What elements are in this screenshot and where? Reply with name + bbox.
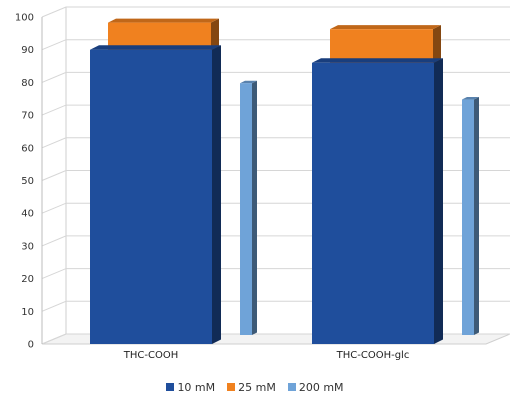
bar-side	[434, 58, 443, 344]
bar-side	[212, 45, 221, 344]
legend-item: 25 mM	[227, 381, 276, 394]
bar-front	[462, 99, 474, 335]
bar	[90, 45, 221, 344]
y-tick-label: 0	[28, 340, 34, 351]
y-tick-label: 40	[21, 209, 34, 220]
bar-top	[462, 97, 479, 100]
bar-side	[252, 80, 257, 336]
bar-front	[90, 49, 212, 344]
y-tick-label: 50	[21, 176, 34, 187]
legend-label: 25 mM	[238, 380, 276, 394]
legend: 10 mM 25 mM 200 mM	[0, 380, 510, 394]
y-tick-label: 30	[21, 241, 34, 252]
y-axis: 0 10 20 30 40 50 60 70 80 90 100	[15, 13, 43, 351]
y-tick-label: 10	[21, 307, 34, 318]
bar-top	[312, 58, 443, 63]
legend-label: 200 mM	[298, 380, 344, 394]
y-tick-label: 80	[21, 78, 34, 89]
bar	[462, 97, 479, 335]
bars	[90, 18, 479, 344]
y-tick-label: 100	[15, 13, 34, 24]
bar	[312, 58, 443, 344]
legend-label: 10 mM	[177, 380, 216, 394]
bar	[240, 80, 257, 336]
y-tick-label: 60	[21, 143, 34, 154]
gridline	[41, 6, 510, 18]
bar-side	[474, 97, 479, 335]
bar-top	[330, 25, 441, 30]
legend-swatch	[287, 383, 296, 391]
legend-item: 10 mM	[166, 381, 215, 394]
x-axis: THC-COOH THC-COOH-glc	[123, 350, 410, 361]
bar-top	[90, 45, 221, 50]
legend-swatch	[166, 383, 175, 391]
bar-front	[312, 62, 434, 344]
y-tick-label: 90	[21, 45, 34, 56]
legend-item: 200 mM	[287, 380, 344, 394]
y-tick-label: 70	[21, 111, 34, 122]
bar-chart: 0 10 20 30 40 50 60 70 80 90 100 THC-COOH THC-COOH-…	[15, 6, 510, 361]
bar-front	[240, 83, 252, 336]
x-tick-label: THC-COOH	[123, 350, 178, 361]
legend-swatch	[227, 383, 236, 391]
bar-top	[240, 80, 257, 84]
y-tick-label: 20	[21, 274, 34, 285]
x-tick-label: THC-COOH-glc	[336, 350, 410, 361]
bar-top	[108, 18, 219, 23]
